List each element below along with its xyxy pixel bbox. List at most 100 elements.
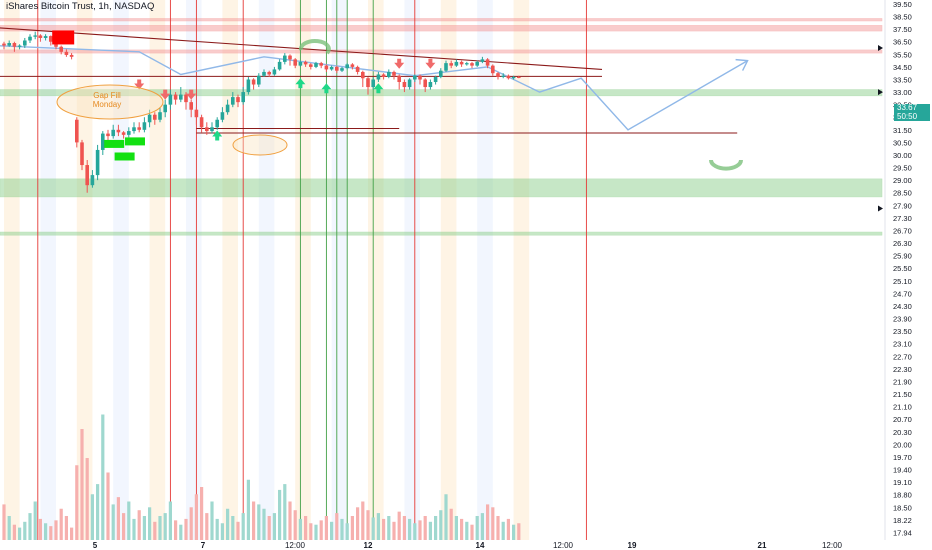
candle-body: [283, 55, 287, 62]
volume-bar: [163, 513, 167, 545]
candle-body: [215, 119, 219, 128]
volume-bar: [70, 527, 74, 545]
time-tick-label: 12: [364, 541, 373, 550]
volume-bar: [361, 501, 365, 545]
candle-body: [28, 36, 32, 41]
price-axis-bg: [885, 0, 932, 550]
volume-bar: [278, 489, 282, 545]
candle-body: [324, 65, 329, 70]
last-price-badge: 33.67 50:50: [894, 103, 930, 121]
time-tick-label: 14: [476, 541, 485, 550]
volume-bar: [309, 523, 313, 545]
price-tick-label: 21.10: [893, 403, 912, 412]
volume-bar: [319, 520, 323, 545]
green-signal-block: [114, 152, 135, 161]
volume-bar: [236, 521, 240, 545]
price-tick-label: 22.70: [893, 352, 912, 361]
red-signal-block: [52, 30, 75, 45]
candle-body: [106, 133, 110, 137]
session-band: [186, 0, 202, 550]
candle-body: [33, 35, 37, 37]
axis-pointer-icon: [878, 205, 883, 212]
session-band: [222, 0, 238, 550]
volume-bar: [205, 513, 209, 545]
candle-body: [511, 76, 516, 79]
price-tick-label: 31.50: [893, 126, 912, 135]
price-tick-label: 35.50: [893, 50, 912, 59]
price-tick-label: 30.00: [893, 151, 912, 160]
candle-body: [251, 79, 256, 85]
candle-body: [69, 54, 74, 57]
support-zone: [0, 231, 883, 236]
volume-bar: [168, 501, 172, 545]
volume-bar: [366, 510, 370, 545]
consolidation-ellipse: [232, 134, 288, 156]
price-tick-label: 29.00: [893, 176, 912, 185]
candle-body: [111, 129, 115, 137]
sell-arrow: [394, 58, 405, 69]
volume-bar: [267, 516, 271, 545]
candle-body: [454, 61, 459, 66]
volume-bar: [423, 516, 427, 545]
candle-body: [168, 94, 173, 105]
volume-bar: [345, 523, 349, 545]
volume-bar: [90, 494, 94, 545]
price-tick-label: 25.50: [893, 264, 912, 273]
candle-body: [392, 71, 396, 76]
session-band: [440, 0, 457, 550]
candle-body: [402, 82, 407, 88]
volume-bar: [324, 516, 328, 545]
candle-body: [267, 71, 271, 75]
volume-bar: [387, 516, 391, 545]
candle-body: [329, 66, 334, 70]
price-tick-label: 19.70: [893, 453, 912, 462]
support-zone: [0, 89, 883, 97]
candle-body: [277, 61, 282, 70]
candle-body: [17, 45, 22, 47]
candle-body: [101, 133, 105, 150]
candle-body: [95, 149, 100, 176]
price-tick-label: 33.50: [893, 75, 912, 84]
volume-bar: [2, 504, 6, 545]
volume-bar: [132, 518, 136, 545]
price-tick-label: 18.50: [893, 503, 912, 512]
candle-body: [345, 64, 349, 69]
buy-arrow: [373, 83, 384, 94]
price-tick-label: 18.80: [893, 491, 912, 500]
reversal-arc-bottom: [709, 159, 743, 171]
candle-body: [397, 75, 401, 83]
buy-arrow: [295, 78, 306, 89]
session-band: [295, 0, 311, 550]
candle-body: [153, 114, 157, 120]
resistance-zone: [0, 18, 883, 22]
volume-bar: [434, 516, 438, 545]
price-tick-label: 21.90: [893, 377, 912, 386]
candle-body: [459, 61, 464, 65]
candle-body: [335, 66, 339, 71]
volume-bar: [116, 497, 120, 545]
price-tick-label: 26.30: [893, 239, 912, 248]
resistance-zone: [0, 49, 883, 54]
volume-bar: [64, 516, 68, 545]
session-band: [76, 0, 93, 550]
session-band: [368, 0, 384, 550]
candle-body: [38, 35, 43, 38]
candle-body: [491, 65, 495, 74]
candle-body: [272, 69, 277, 75]
volume-bar: [356, 507, 360, 545]
candle-body: [355, 66, 360, 72]
candle-body: [485, 59, 490, 66]
volume-bar: [194, 494, 198, 545]
price-tick-label: 19.10: [893, 478, 912, 487]
volume-bar: [49, 526, 53, 545]
candle-body: [428, 82, 433, 88]
axis-pointer-icon: [878, 45, 883, 52]
volume-bar: [491, 507, 495, 545]
chart-title: iShares Bitcoin Trust, 1h, NASDAQ: [6, 1, 155, 12]
candle-body: [407, 79, 412, 88]
price-tick-label: 27.30: [893, 214, 912, 223]
candle-body: [220, 112, 225, 120]
candle-body: [163, 104, 167, 113]
candle-body: [59, 46, 63, 52]
